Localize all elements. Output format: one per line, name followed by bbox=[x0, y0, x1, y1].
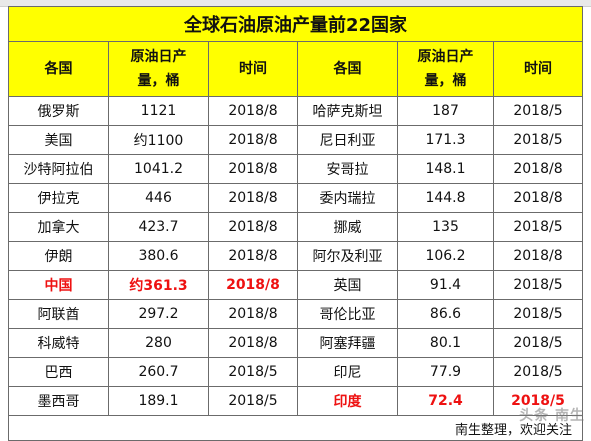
cell-output-left: 189.1 bbox=[108, 386, 209, 416]
source-note: 南生整理，欢迎关注 bbox=[8, 415, 583, 441]
cell-output-left: 约361.3 bbox=[108, 270, 209, 300]
cell-time-right: 2018/5 bbox=[493, 386, 583, 416]
cell-country-left: 沙特阿拉伯 bbox=[8, 154, 109, 184]
cell-output-left: 297.2 bbox=[108, 299, 209, 329]
table-row: 加拿大 423.7 2018/8 挪威 135 2018/5 bbox=[8, 212, 583, 242]
cell-country-right: 哈萨克斯坦 bbox=[297, 96, 398, 126]
cell-time-left: 2018/8 bbox=[208, 183, 298, 213]
cell-time-left: 2018/8 bbox=[208, 154, 298, 184]
cell-output-right: 144.8 bbox=[397, 183, 494, 213]
cell-time-left: 2018/5 bbox=[208, 386, 298, 416]
cell-country-left: 阿联酋 bbox=[8, 299, 109, 329]
cell-country-left: 伊拉克 bbox=[8, 183, 109, 213]
cell-time-left: 2018/8 bbox=[208, 299, 298, 329]
cell-country-right: 尼日利亚 bbox=[297, 125, 398, 155]
oil-production-table: 全球石油原油产量前22国家 各国 原油日产量，桶 时间 各国 原油日产量，桶 时… bbox=[8, 6, 583, 441]
table-row: 伊拉克 446 2018/8 委内瑞拉 144.8 2018/8 bbox=[8, 183, 583, 213]
table-title-row: 全球石油原油产量前22国家 bbox=[8, 6, 583, 42]
cell-output-left: 1041.2 bbox=[108, 154, 209, 184]
cell-output-right: 72.4 bbox=[397, 386, 494, 416]
cell-output-right: 187 bbox=[397, 96, 494, 126]
cell-country-right: 英国 bbox=[297, 270, 398, 300]
cell-output-right: 171.3 bbox=[397, 125, 494, 155]
cell-time-right: 2018/8 bbox=[493, 154, 583, 184]
table-body: 俄罗斯 1121 2018/8 哈萨克斯坦 187 2018/5 美国 约1100 2018/8… bbox=[8, 96, 583, 416]
header-output-left: 原油日产量，桶 bbox=[108, 41, 209, 97]
cell-time-left: 2018/8 bbox=[208, 328, 298, 358]
cell-time-left: 2018/5 bbox=[208, 357, 298, 387]
table-row: 中国 约361.3 2018/8 英国 91.4 2018/5 bbox=[8, 270, 583, 300]
cell-time-left: 2018/8 bbox=[208, 212, 298, 242]
cell-time-right: 2018/5 bbox=[493, 96, 583, 126]
header-output-right: 原油日产量，桶 bbox=[397, 41, 494, 97]
header-country-right: 各国 bbox=[297, 41, 398, 97]
header-country-left: 各国 bbox=[8, 41, 109, 97]
cell-time-right: 2018/8 bbox=[493, 241, 583, 271]
table-row: 巴西 260.7 2018/5 印尼 77.9 2018/5 bbox=[8, 357, 583, 387]
cell-country-left: 加拿大 bbox=[8, 212, 109, 242]
table-row: 科威特 280 2018/8 阿塞拜疆 80.1 2018/5 bbox=[8, 328, 583, 358]
cell-time-left: 2018/8 bbox=[208, 241, 298, 271]
cell-time-right: 2018/5 bbox=[493, 299, 583, 329]
header-time-left: 时间 bbox=[208, 41, 298, 97]
cell-country-right: 印度 bbox=[297, 386, 398, 416]
cell-output-right: 80.1 bbox=[397, 328, 494, 358]
cell-country-right: 委内瑞拉 bbox=[297, 183, 398, 213]
cell-country-right: 阿尔及利亚 bbox=[297, 241, 398, 271]
cell-output-right: 106.2 bbox=[397, 241, 494, 271]
cell-time-right: 2018/5 bbox=[493, 328, 583, 358]
header-time-right: 时间 bbox=[493, 41, 583, 97]
cell-output-left: 446 bbox=[108, 183, 209, 213]
cell-country-right: 阿塞拜疆 bbox=[297, 328, 398, 358]
cell-country-right: 挪威 bbox=[297, 212, 398, 242]
cell-time-left: 2018/8 bbox=[208, 270, 298, 300]
cell-output-left: 380.6 bbox=[108, 241, 209, 271]
table-row: 伊朗 380.6 2018/8 阿尔及利亚 106.2 2018/8 bbox=[8, 241, 583, 271]
cell-output-left: 260.7 bbox=[108, 357, 209, 387]
table-row: 阿联酋 297.2 2018/8 哥伦比亚 86.6 2018/5 bbox=[8, 299, 583, 329]
cell-country-right: 印尼 bbox=[297, 357, 398, 387]
table-row: 俄罗斯 1121 2018/8 哈萨克斯坦 187 2018/5 bbox=[8, 96, 583, 126]
cell-time-right: 2018/8 bbox=[493, 183, 583, 213]
table-header-row: 各国 原油日产量，桶 时间 各国 原油日产量，桶 时间 bbox=[8, 41, 583, 97]
cell-output-left: 423.7 bbox=[108, 212, 209, 242]
cell-country-right: 哥伦比亚 bbox=[297, 299, 398, 329]
cell-output-left: 1121 bbox=[108, 96, 209, 126]
cell-time-right: 2018/5 bbox=[493, 125, 583, 155]
cell-country-left: 科威特 bbox=[8, 328, 109, 358]
cell-time-left: 2018/8 bbox=[208, 96, 298, 126]
cell-country-left: 中国 bbox=[8, 270, 109, 300]
cell-output-right: 86.6 bbox=[397, 299, 494, 329]
cell-country-left: 墨西哥 bbox=[8, 386, 109, 416]
cell-time-right: 2018/5 bbox=[493, 270, 583, 300]
table-title: 全球石油原油产量前22国家 bbox=[8, 6, 583, 42]
cell-country-left: 伊朗 bbox=[8, 241, 109, 271]
cell-time-right: 2018/5 bbox=[493, 212, 583, 242]
cell-output-right: 135 bbox=[397, 212, 494, 242]
cell-country-left: 俄罗斯 bbox=[8, 96, 109, 126]
table-row: 美国 约1100 2018/8 尼日利亚 171.3 2018/5 bbox=[8, 125, 583, 155]
watermark-logo: 头条 南生 bbox=[519, 408, 585, 424]
table-note-row: 南生整理，欢迎关注 bbox=[8, 415, 583, 441]
cell-output-right: 148.1 bbox=[397, 154, 494, 184]
cell-output-left: 约1100 bbox=[108, 125, 209, 155]
cell-country-right: 安哥拉 bbox=[297, 154, 398, 184]
cell-output-right: 91.4 bbox=[397, 270, 494, 300]
cell-output-left: 280 bbox=[108, 328, 209, 358]
cell-country-left: 美国 bbox=[8, 125, 109, 155]
table-row: 墨西哥 189.1 2018/5 印度 72.4 2018/5 bbox=[8, 386, 583, 416]
cell-country-left: 巴西 bbox=[8, 357, 109, 387]
cell-time-left: 2018/8 bbox=[208, 125, 298, 155]
cell-output-right: 77.9 bbox=[397, 357, 494, 387]
table-row: 沙特阿拉伯 1041.2 2018/8 安哥拉 148.1 2018/8 bbox=[8, 154, 583, 184]
cell-time-right: 2018/5 bbox=[493, 357, 583, 387]
